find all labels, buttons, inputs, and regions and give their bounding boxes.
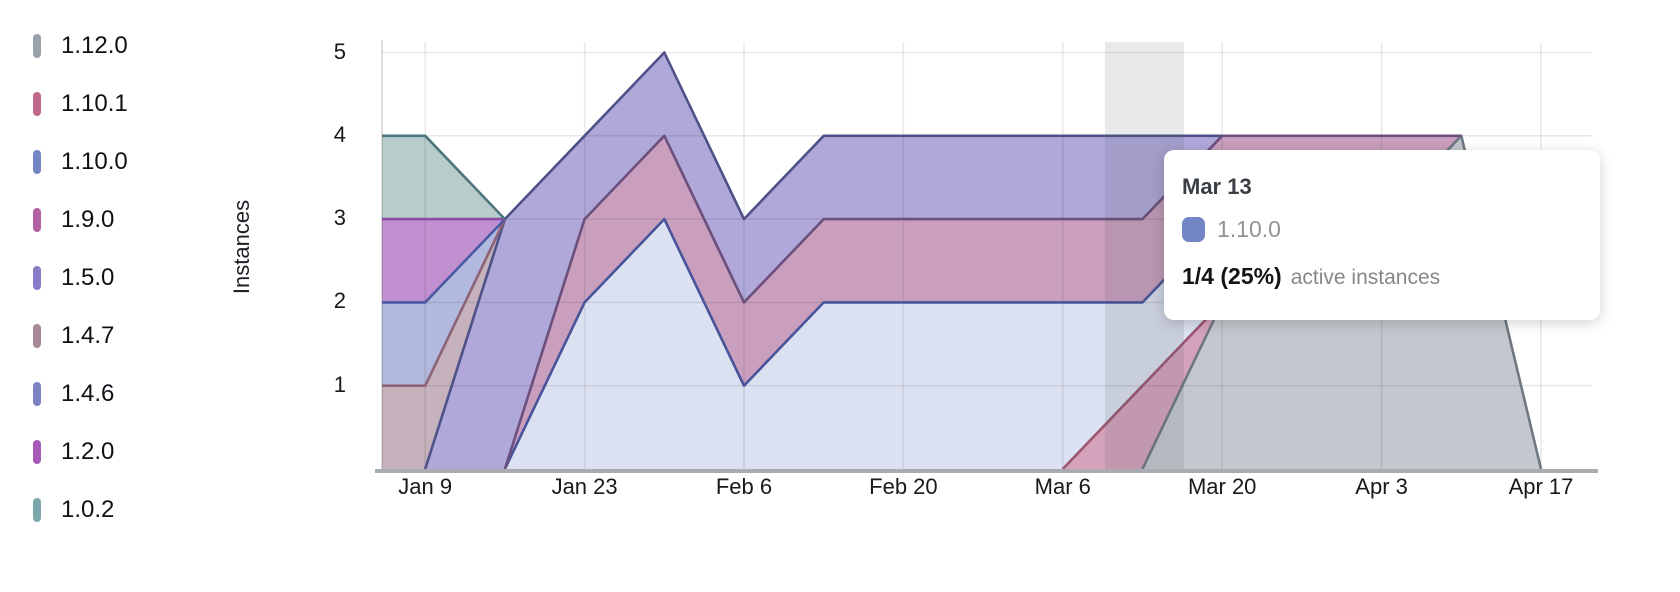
tooltip-value: 1/4 (25%) bbox=[1182, 263, 1282, 289]
legend-swatch-icon bbox=[33, 92, 41, 116]
legend-item-1.12.0[interactable]: 1.12.0 bbox=[33, 32, 128, 60]
legend-swatch-icon bbox=[33, 440, 41, 464]
tooltip-value-suffix: active instances bbox=[1290, 266, 1441, 289]
legend-item-1.5.0[interactable]: 1.5.0 bbox=[33, 264, 114, 292]
legend-item-1.4.7[interactable]: 1.4.7 bbox=[33, 322, 114, 350]
legend-item-label: 1.5.0 bbox=[61, 264, 115, 291]
chart-tooltip: Mar 13 1.10.0 1/4 (25%) active instances bbox=[1164, 150, 1600, 320]
legend-swatch-icon bbox=[33, 150, 41, 174]
legend-item-label: 1.10.0 bbox=[61, 148, 128, 175]
series-line-1.0.2 bbox=[382, 134, 506, 220]
legend-item-label: 1.2.0 bbox=[61, 438, 115, 465]
legend-item-label: 1.4.7 bbox=[61, 322, 115, 349]
series-line-1.5.0 bbox=[423, 51, 1223, 470]
legend-item-1.4.6[interactable]: 1.4.6 bbox=[33, 380, 114, 408]
legend-swatch-icon bbox=[33, 266, 41, 290]
legend-item-label: 1.4.6 bbox=[61, 380, 115, 407]
legend-item-label: 1.9.0 bbox=[61, 206, 115, 233]
area-band-1.12.0[interactable] bbox=[346, 135, 1542, 469]
legend-item-1.10.0[interactable]: 1.10.0 bbox=[33, 148, 128, 176]
legend-item-label: 1.10.1 bbox=[61, 90, 128, 117]
series-line-1.9.0 bbox=[503, 134, 1462, 470]
tooltip-series-name: 1.10.0 bbox=[1217, 216, 1281, 242]
legend-item-1.2.0[interactable]: 1.2.0 bbox=[33, 438, 114, 466]
legend-item-label: 1.12.0 bbox=[61, 32, 128, 59]
legend-swatch-icon bbox=[33, 382, 41, 406]
legend-item-1.9.0[interactable]: 1.9.0 bbox=[33, 206, 114, 234]
legend-item-1.0.2[interactable]: 1.0.2 bbox=[33, 496, 114, 524]
tooltip-date: Mar 13 bbox=[1182, 174, 1252, 199]
legend-swatch-icon bbox=[33, 498, 41, 522]
legend-item-1.10.1[interactable]: 1.10.1 bbox=[33, 90, 128, 118]
series-line-1.4.6 bbox=[382, 218, 506, 304]
legend-swatch-icon bbox=[33, 34, 41, 58]
series-line-1.10.1 bbox=[1061, 301, 1224, 470]
series-line-1.4.7 bbox=[382, 218, 507, 388]
series-swatch-icon bbox=[1182, 217, 1205, 242]
legend-item-label: 1.0.2 bbox=[61, 496, 115, 523]
legend-swatch-icon bbox=[33, 208, 41, 232]
legend-swatch-icon bbox=[33, 324, 41, 348]
